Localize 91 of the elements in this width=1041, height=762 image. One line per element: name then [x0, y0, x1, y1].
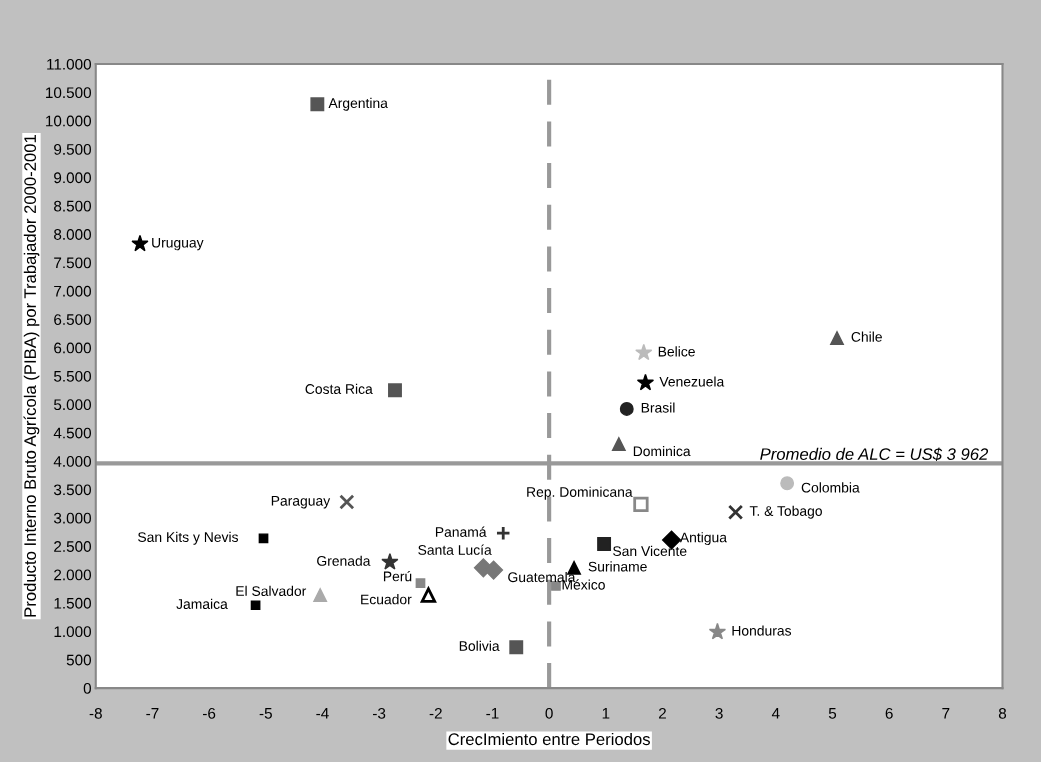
y-tick-label: 1.500	[54, 597, 92, 609]
x-tick-label: 8	[998, 707, 1007, 719]
series-label: Ecuador	[361, 594, 412, 605]
x-tick-label: -2	[429, 707, 442, 719]
y-tick-label: 8.500	[54, 200, 92, 212]
y-tick-label: 3.000	[53, 512, 92, 524]
series-label: Suriname	[588, 561, 647, 572]
y-axis-title: Producto Interno Bruto Agrícola (PIBA) por Trabajador 2000-2001	[23, 135, 40, 617]
series-label: Belice	[658, 346, 695, 357]
series-label: Venezuela	[659, 376, 725, 387]
point	[830, 331, 844, 345]
x-tick-label: -7	[146, 708, 159, 719]
y-tick-label: 4.000	[53, 456, 92, 467]
x-tick-label: 4	[771, 708, 780, 719]
y-tick-label: 6.000	[54, 342, 92, 354]
x-tick-label: 3	[715, 707, 723, 719]
y-tick-label: 8.000	[54, 229, 92, 240]
point	[495, 525, 511, 541]
y-tick-label: 5.000	[53, 399, 92, 411]
point	[258, 533, 269, 544]
y-tick-label: 10.500	[46, 87, 92, 99]
point	[131, 234, 149, 252]
series-label: Santa Lucía	[418, 544, 492, 555]
y-tick-label: 2.000	[54, 569, 92, 581]
series-label: Jamaica	[176, 598, 228, 609]
x-tick-label: 2	[658, 707, 666, 719]
x-tick-label: 0	[545, 707, 553, 719]
x-tick-label: -6	[203, 707, 216, 719]
series-label: San Kits y Nevis	[138, 531, 239, 545]
point	[708, 622, 727, 640]
point	[313, 588, 328, 602]
point	[415, 578, 426, 588]
point	[635, 343, 653, 361]
series-label: Costa Rica	[305, 383, 373, 394]
y-tick-label: 11.000	[47, 58, 92, 70]
point	[780, 476, 795, 491]
series-label: Paraguay	[271, 496, 331, 509]
series-label: Perú	[383, 570, 412, 582]
x-tick-label: -3	[373, 707, 386, 719]
series-label: Argentina	[328, 97, 388, 111]
point	[611, 437, 626, 452]
y-tick-label: 5.500	[53, 370, 92, 382]
y-tick-label: 10.000	[46, 115, 92, 127]
point	[619, 402, 634, 416]
series-label: Uruguay	[152, 237, 204, 251]
y-tick-label: 3.500	[53, 484, 92, 496]
series-label: Colombia	[801, 482, 860, 493]
point	[597, 537, 612, 551]
y-tick-label: 4.500	[53, 427, 92, 439]
y-tick-label: 9.000	[54, 172, 92, 184]
x-tick-label: 7	[942, 708, 950, 719]
series-label: Panamá	[435, 526, 487, 537]
x-tick-label: -1	[486, 708, 499, 719]
y-tick-label: 7.000	[54, 285, 92, 297]
y-tick-label: 1.000	[54, 626, 92, 638]
point	[727, 504, 744, 520]
series-label: Chile	[851, 331, 882, 342]
series-label: Bolivia	[459, 640, 500, 651]
series-label: Dominica	[633, 445, 691, 457]
x-axis-title: CrecImiento entre Periodos	[448, 732, 650, 746]
point	[636, 373, 655, 391]
series-label: Rep. Dominicana	[527, 486, 633, 500]
series-label: El Salvador	[236, 585, 307, 596]
point	[388, 383, 402, 398]
x-tick-label: -4	[316, 708, 329, 719]
point	[633, 496, 649, 512]
y-tick-label: 500	[66, 654, 92, 666]
point	[509, 640, 524, 655]
point	[310, 97, 325, 112]
series-label: Honduras	[732, 625, 792, 636]
y-tick-label: 9.500	[54, 143, 92, 155]
series-label: San Vicente	[613, 545, 687, 557]
series-label: Grenada	[317, 555, 371, 566]
point	[420, 587, 437, 603]
x-tick-label: 5	[828, 708, 837, 719]
y-tick-label: 6.500	[54, 314, 92, 325]
point	[339, 494, 355, 510]
y-tick-label: 0	[83, 682, 92, 694]
ref-line-label: Promedio de ALC = US$ 3 962	[760, 447, 989, 461]
point	[381, 553, 399, 570]
point	[250, 600, 261, 611]
series-label: T. & Tobago	[749, 505, 822, 519]
x-tick-label: 1	[602, 708, 610, 719]
series-label: Antigua	[679, 532, 727, 546]
y-tick-label: 7.500	[54, 257, 92, 269]
x-tick-label: -5	[259, 708, 272, 719]
x-tick-label: 6	[885, 707, 893, 719]
point	[484, 560, 504, 580]
series-label: Brasil	[641, 402, 675, 413]
x-tick-label: -8	[89, 707, 102, 719]
y-tick-label: 2.500	[54, 541, 92, 552]
